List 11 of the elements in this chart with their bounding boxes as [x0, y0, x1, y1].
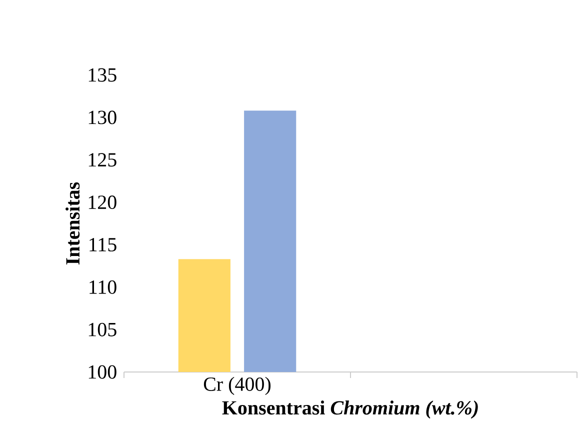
y-tick-label: 120 [88, 196, 116, 210]
y-tick-label: 100 [88, 365, 116, 379]
y-tick-label: 110 [90, 280, 116, 294]
y-tick-label: 105 [88, 322, 116, 336]
y-tick-label: 115 [90, 238, 116, 252]
x-tick-label: Cr (400) [204, 376, 271, 396]
y-axis-title: Intensitas [66, 182, 80, 264]
x-axis-title: Konsentrasi Chromium (wt.%) [222, 400, 478, 419]
y-tick-label: 130 [88, 110, 116, 124]
y-tick-label: 125 [88, 153, 116, 167]
y-tick-label: 135 [88, 68, 116, 82]
